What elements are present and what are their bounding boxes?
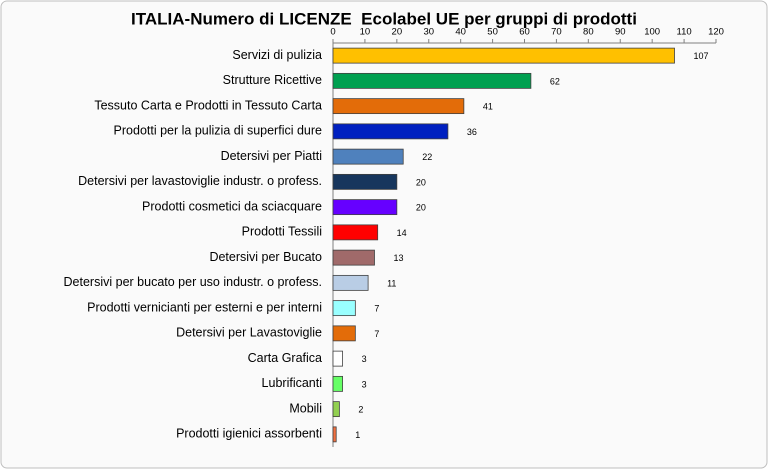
bar <box>332 300 356 317</box>
bar <box>332 199 398 216</box>
x-tick-label: 110 <box>677 27 692 38</box>
category-label: Prodotti cosmetici da sciacquare <box>142 199 322 213</box>
category-label: Detersivi per Bucato <box>209 250 322 264</box>
category-label: Detersivi per Piatti <box>221 149 322 163</box>
value-label: 20 <box>416 177 426 187</box>
bar <box>332 224 379 241</box>
value-label: 62 <box>550 76 560 86</box>
category-label: Prodotti igienici assorbenti <box>176 427 322 441</box>
value-label: 7 <box>374 329 379 339</box>
bar <box>332 148 404 165</box>
chart-title: ITALIA-Numero di LICENZE Ecolabel UE per… <box>131 9 637 28</box>
bar <box>332 98 465 115</box>
bar <box>332 426 337 443</box>
bar <box>332 401 340 418</box>
value-label: 41 <box>483 102 493 112</box>
category-label: Carta Grafica <box>248 351 322 365</box>
category-label: Prodotti per la pulizia di superfici dur… <box>114 124 322 138</box>
bar <box>332 173 398 190</box>
value-label: 22 <box>422 152 432 162</box>
bar <box>332 72 532 89</box>
x-tick-label: 90 <box>615 27 626 38</box>
value-label: 107 <box>694 51 709 61</box>
x-tick-label: 80 <box>583 27 594 38</box>
value-label: 2 <box>358 405 363 415</box>
x-tick-label: 40 <box>455 27 466 38</box>
x-tick-label: 10 <box>360 27 371 38</box>
category-label: Mobili <box>289 401 322 415</box>
value-label: 36 <box>467 127 477 137</box>
value-label: 1 <box>355 430 360 440</box>
value-label: 13 <box>393 253 403 263</box>
bar <box>332 123 449 140</box>
bar <box>332 325 356 342</box>
x-tick-label: 120 <box>708 27 724 38</box>
x-tick-label: 100 <box>644 27 660 38</box>
x-tick-label: 70 <box>551 27 562 38</box>
category-label: Servizi di pulizia <box>232 48 322 62</box>
value-label: 3 <box>362 354 367 364</box>
bar <box>332 249 375 266</box>
bar <box>332 47 675 64</box>
value-label: 11 <box>387 278 396 288</box>
value-label: 7 <box>374 304 379 314</box>
category-label: Tessuto Carta e Prodotti in Tessuto Cart… <box>94 98 322 112</box>
category-label: Prodotti vernicianti per esterni e per i… <box>87 300 322 314</box>
bar <box>332 350 343 367</box>
category-label: Detersivi per bucato per uso industr. o … <box>64 275 322 289</box>
category-label: Prodotti Tessili <box>242 225 322 239</box>
bar <box>332 375 343 392</box>
value-label: 20 <box>416 203 426 213</box>
x-tick-label: 20 <box>392 27 403 38</box>
category-label: Lubrificanti <box>262 376 322 390</box>
x-tick-label: 60 <box>519 27 530 38</box>
x-tick-label: 50 <box>487 27 498 38</box>
value-label: 14 <box>397 228 407 238</box>
value-label: 3 <box>362 379 367 389</box>
category-label: Strutture Ricettive <box>223 73 322 87</box>
x-tick-label: 0 <box>330 27 335 38</box>
category-label: Detersivi per lavastoviglie industr. o p… <box>78 174 322 188</box>
category-label: Detersivi per Lavastoviglie <box>176 326 322 340</box>
bar <box>332 274 369 291</box>
x-tick-label: 30 <box>423 27 434 38</box>
